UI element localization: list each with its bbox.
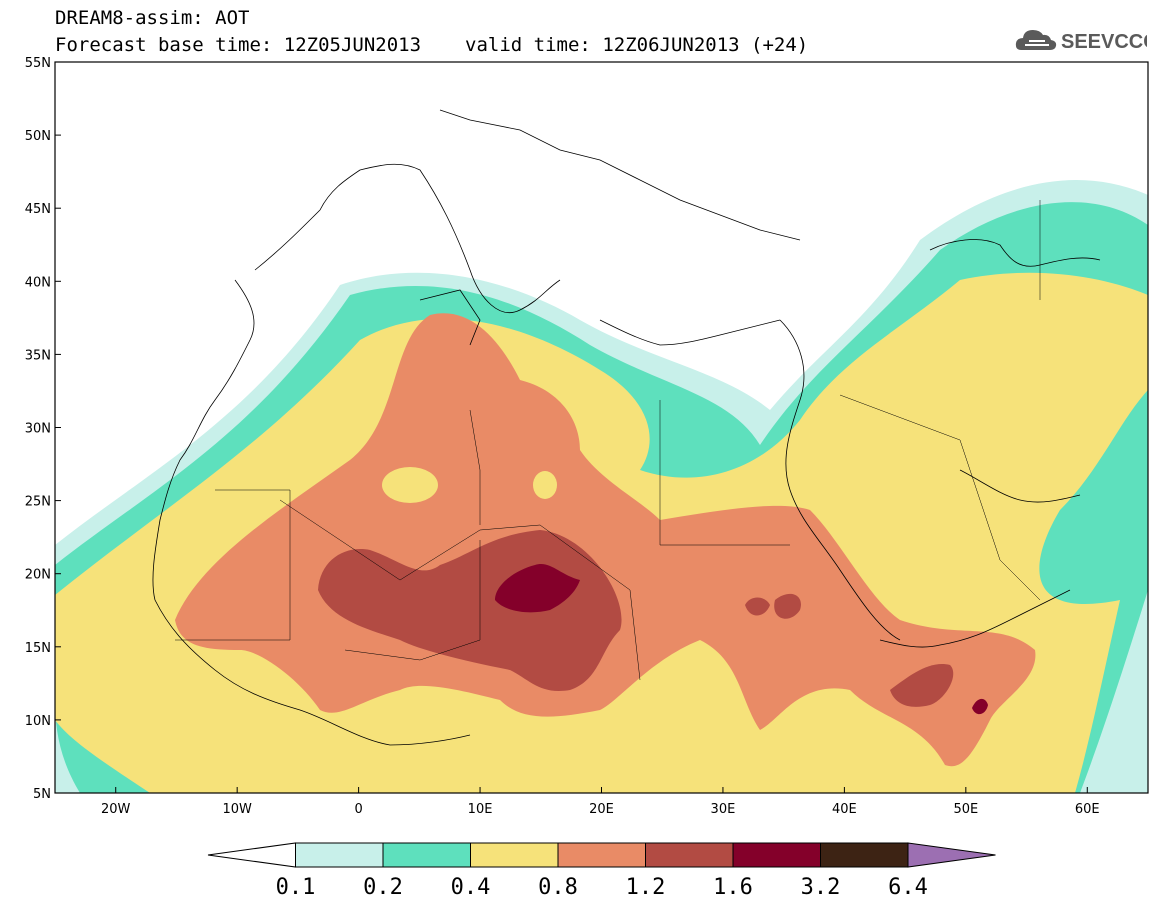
time-line: Forecast base time: 12Z05JUN2013 valid ti… (55, 35, 808, 55)
aot-band-1.6 (495, 563, 580, 613)
cloud-icon: SEEVCCC (1015, 30, 1158, 53)
aot-band-0.8 (175, 313, 1036, 767)
colorbar-swatch (295, 842, 384, 868)
lon-label: 10E (468, 802, 493, 817)
lat-label: 50N (25, 129, 51, 144)
lat-label: 55N (25, 56, 51, 71)
logo-text: SEEVCCC (1061, 31, 1147, 53)
aot-band-1.2-east (890, 664, 954, 707)
colorbar-label: 1.6 (713, 875, 753, 900)
colorbar-label: 0.4 (451, 875, 491, 900)
country-borders (175, 200, 1041, 681)
colorbar-label: 0.1 (276, 875, 316, 900)
lat-label: 40N (25, 275, 51, 290)
colorbar-swatches (207, 842, 996, 868)
lat-label: 15N (25, 641, 51, 656)
colorbar-swatch (470, 842, 559, 868)
coastlines (152, 109, 1101, 746)
lat-label: 10N (25, 714, 51, 729)
lat-label: 35N (25, 348, 51, 363)
colorbar-arrow-low (207, 842, 296, 868)
product-title: DREAM8-assim: AOT (55, 7, 250, 29)
colorbar-arrow-high (907, 842, 996, 868)
colorbar-label: 6.4 (888, 875, 928, 900)
lon-label: 10W (222, 802, 252, 817)
lon-label: 20E (589, 802, 614, 817)
lon-label: 0 (354, 802, 362, 817)
lat-label: 30N (25, 422, 51, 437)
aot-pocket-1 (382, 467, 438, 503)
aot-band-1.6-somalia (972, 698, 988, 715)
lon-label: 50E (953, 802, 978, 817)
lon-axis: 20W 10W 0 10E 20E 30E 40E 50E 60E (101, 787, 1100, 817)
lon-label: 60E (1075, 802, 1100, 817)
lon-label: 40E (832, 802, 857, 817)
colorbar-label: 3.2 (801, 875, 841, 900)
lat-label: 25N (25, 495, 51, 510)
lat-label: 5N (33, 787, 51, 802)
seevccc-logo: SEEVCCC (1015, 24, 1158, 56)
aot-band-1.2-sudan (745, 593, 801, 619)
colorbar-label: 1.2 (626, 875, 666, 900)
colorbar-swatch (732, 842, 821, 868)
lat-label: 45N (25, 202, 51, 217)
colorbar-swatch (382, 842, 471, 868)
colorbar-label: 0.2 (363, 875, 403, 900)
colorbar-swatch (557, 842, 646, 868)
lat-axis: 5N 10N 15N 20N 25N 30N 35N 40N 45N 50N 55N (25, 56, 61, 802)
colorbar-swatch (820, 842, 909, 868)
aot-field (55, 62, 1148, 793)
lon-label: 30E (711, 802, 736, 817)
base-time: Forecast base time: 12Z05JUN2013 (55, 34, 422, 56)
lat-label: 20N (25, 568, 51, 583)
colorbar-label: 0.8 (538, 875, 578, 900)
colorbar-swatch (645, 842, 734, 868)
colorbar-labels: 0.1 0.2 0.4 0.8 1.2 1.6 3.2 6.4 (276, 875, 928, 900)
valid-time: valid time: 12Z06JUN2013 (+24) (465, 34, 809, 56)
aot-pocket-2 (533, 471, 557, 499)
lon-label: 20W (101, 802, 131, 817)
